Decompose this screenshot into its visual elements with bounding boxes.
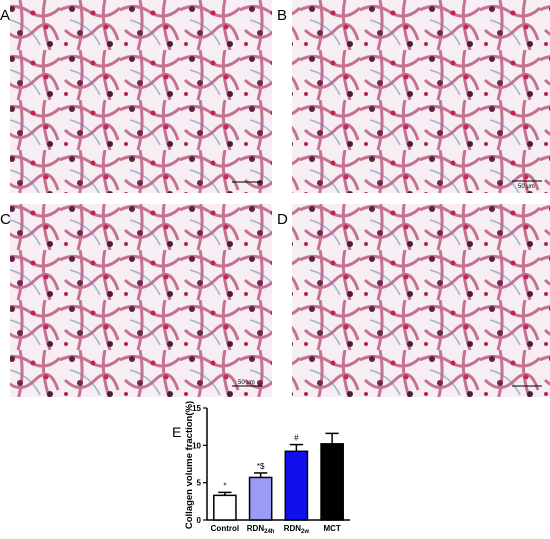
y-tick-label: 0 bbox=[197, 516, 202, 525]
category-subscript: 2w bbox=[301, 529, 309, 534]
panel-label: A bbox=[0, 7, 10, 24]
category-name: RDN bbox=[247, 524, 265, 533]
micrograph bbox=[292, 204, 550, 397]
category-name: MCT bbox=[323, 524, 340, 533]
y-tick-label: 5 bbox=[197, 479, 202, 488]
micrograph bbox=[10, 0, 272, 193]
bar bbox=[320, 443, 344, 521]
value-annotation: * bbox=[223, 481, 226, 490]
panel-label: D bbox=[277, 211, 288, 228]
x-tick-label: RDN2w bbox=[284, 524, 310, 534]
micrographs: A B 50 μm C 50 μm D bbox=[0, 0, 550, 397]
panel-label: C bbox=[0, 211, 11, 228]
bar bbox=[284, 450, 309, 521]
y-tick-label: 15 bbox=[192, 404, 201, 413]
x-tick-label: RDN24h bbox=[247, 524, 275, 534]
value-annotation: # bbox=[294, 434, 299, 443]
category-name: RDN bbox=[284, 524, 302, 533]
x-tick-label: Control bbox=[211, 524, 239, 533]
category-subscript: 24h bbox=[264, 529, 275, 534]
scale-label: 50 μm bbox=[518, 184, 535, 190]
micrograph bbox=[292, 0, 550, 193]
scale-label: 50 μm bbox=[238, 380, 255, 386]
bar bbox=[248, 476, 273, 521]
panel-label: B bbox=[277, 7, 287, 24]
category-name: Control bbox=[211, 524, 239, 533]
value-annotation: *$ bbox=[257, 462, 265, 471]
micrograph bbox=[10, 204, 272, 397]
bar bbox=[213, 494, 237, 521]
panel-label: E bbox=[172, 424, 181, 440]
y-tick-label: 10 bbox=[192, 441, 201, 450]
y-axis-title: Collagen volume fraction(%) bbox=[184, 401, 195, 529]
x-tick-label: MCT bbox=[323, 524, 340, 533]
